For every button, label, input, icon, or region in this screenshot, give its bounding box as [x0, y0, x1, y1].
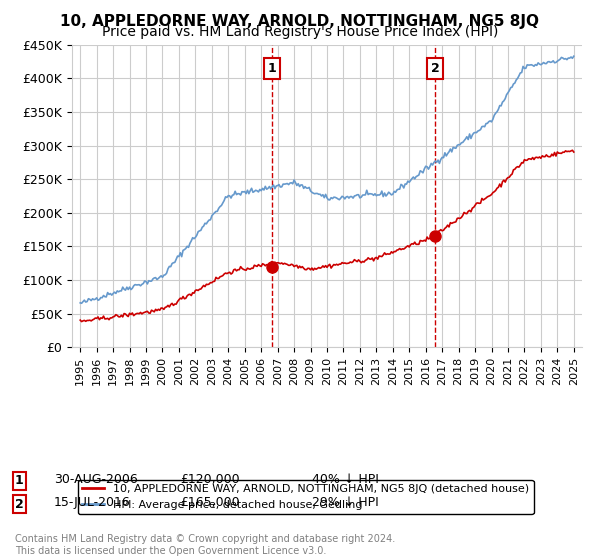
Text: 2: 2: [15, 498, 24, 511]
Text: 40% ↓ HPI: 40% ↓ HPI: [312, 473, 379, 486]
Text: £165,000: £165,000: [180, 496, 239, 509]
Text: 30-AUG-2006: 30-AUG-2006: [54, 473, 138, 486]
Text: 2: 2: [431, 62, 440, 75]
Text: Contains HM Land Registry data © Crown copyright and database right 2024.
This d: Contains HM Land Registry data © Crown c…: [15, 534, 395, 556]
Text: 10, APPLEDORNE WAY, ARNOLD, NOTTINGHAM, NG5 8JQ: 10, APPLEDORNE WAY, ARNOLD, NOTTINGHAM, …: [61, 14, 539, 29]
Text: 1: 1: [268, 62, 277, 75]
Legend: 10, APPLEDORNE WAY, ARNOLD, NOTTINGHAM, NG5 8JQ (detached house), HPI: Average p: 10, APPLEDORNE WAY, ARNOLD, NOTTINGHAM, …: [77, 480, 533, 514]
Text: 15-JUL-2016: 15-JUL-2016: [54, 496, 131, 509]
Text: Price paid vs. HM Land Registry's House Price Index (HPI): Price paid vs. HM Land Registry's House …: [102, 25, 498, 39]
Text: 29% ↓ HPI: 29% ↓ HPI: [312, 496, 379, 509]
Text: 1: 1: [15, 474, 24, 487]
Text: £120,000: £120,000: [180, 473, 239, 486]
